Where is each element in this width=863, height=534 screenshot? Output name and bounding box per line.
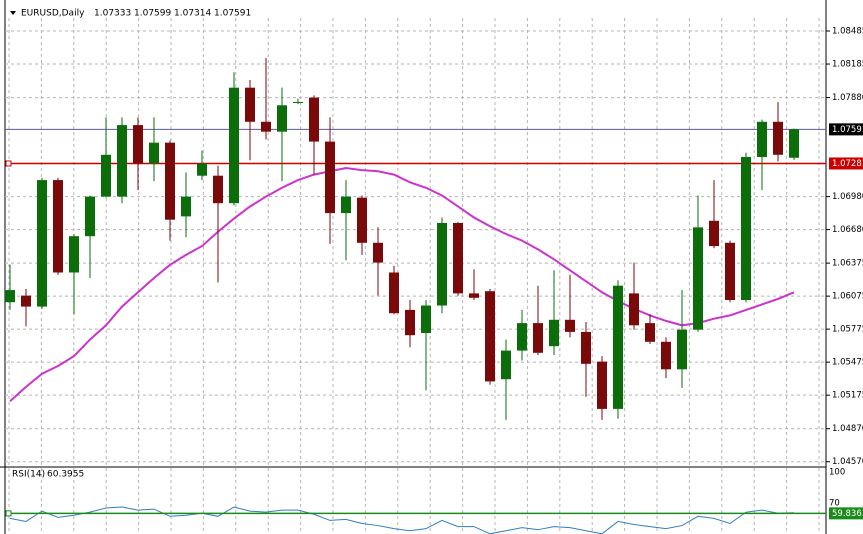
candle-body <box>293 101 303 103</box>
candle-body <box>549 319 559 347</box>
candle-body <box>613 285 623 409</box>
candle-body <box>53 180 63 273</box>
rsi-level-label: 59.8361 <box>832 509 863 519</box>
candle-body <box>373 242 383 263</box>
candle-body <box>517 323 527 351</box>
high-value: 1.07599 <box>134 9 171 19</box>
candle-body <box>501 350 511 380</box>
candle-body <box>533 323 543 353</box>
candle-body <box>85 196 95 237</box>
candle-body <box>213 175 223 204</box>
menu-triangle <box>10 11 16 15</box>
candle-body <box>757 121 767 157</box>
candle-body <box>597 361 607 409</box>
candle-body <box>341 196 351 214</box>
level-label-box <box>829 157 863 170</box>
y-tick-label: 1.04870 <box>832 424 863 434</box>
candle-body <box>629 293 639 326</box>
rsi-panel <box>9 506 795 534</box>
candle-body <box>789 129 799 158</box>
rsi-level-handle <box>5 510 12 517</box>
candle-body <box>117 125 127 197</box>
candle-body <box>485 291 495 382</box>
candle-body <box>69 236 79 273</box>
y-tick-label: 1.04570 <box>832 457 863 467</box>
candle-body <box>565 319 575 332</box>
price-label: 1.07591 <box>832 125 863 135</box>
price-label-box <box>829 123 863 136</box>
candle-body <box>37 180 47 307</box>
rsi-tick-label: 70 <box>829 498 840 508</box>
candle-body <box>405 309 415 336</box>
y-tick-label: 1.06980 <box>832 192 863 202</box>
rsi-label: RSI(14) <box>12 470 45 480</box>
y-tick-label: 1.05775 <box>832 325 863 335</box>
candle-body <box>453 222 463 294</box>
open-value: 1.07333 <box>94 9 131 19</box>
candle-body <box>101 154 111 197</box>
header: EURUSD,Daily 1.07333 1.07599 1.07314 1.0… <box>10 9 251 19</box>
rsi-value: 60.3955 <box>47 470 84 480</box>
candle-body <box>309 97 319 142</box>
y-tick-label: 1.06075 <box>832 292 863 302</box>
candle-body <box>709 220 719 247</box>
candle-body <box>469 293 479 298</box>
level-handle <box>5 160 12 167</box>
candle-body <box>261 121 271 132</box>
candle-body <box>325 141 335 214</box>
candle-body <box>773 121 783 155</box>
y-tick-label: 1.05175 <box>832 391 863 401</box>
candle-body <box>437 222 447 306</box>
rsi-level-box <box>829 507 863 520</box>
candle-body <box>5 290 15 303</box>
rsi-line <box>9 506 795 534</box>
y-tick-label: 1.05475 <box>832 358 863 368</box>
candle-body <box>693 227 703 330</box>
candle-body <box>165 142 175 220</box>
candle-body <box>389 272 399 314</box>
candle-body <box>229 87 239 204</box>
y-tick-label: 1.07880 <box>832 93 863 103</box>
candle-body <box>149 142 159 164</box>
low-value: 1.07314 <box>174 9 211 19</box>
candle-body <box>245 87 255 122</box>
candle-body <box>133 125 143 164</box>
moving-average <box>9 166 795 402</box>
rsi-tick-label: 100 <box>829 468 845 478</box>
candle-body <box>21 295 31 307</box>
candle-body <box>581 331 591 364</box>
candle-body <box>661 341 671 370</box>
y-tick-label: 1.08185 <box>832 60 863 70</box>
y-tick-label: 1.06375 <box>832 259 863 269</box>
candle-body <box>421 305 431 333</box>
candle-body <box>645 323 655 342</box>
candle-body <box>197 163 207 176</box>
close-value: 1.07591 <box>214 9 251 19</box>
candle-body <box>277 105 287 132</box>
candle-body <box>181 196 191 217</box>
candle-body <box>741 156 751 300</box>
candle-body <box>357 197 367 243</box>
y-tick-label: 1.08485 <box>832 27 863 37</box>
symbol: EURUSD,Daily <box>21 9 85 19</box>
candle-body <box>725 242 735 300</box>
y-tick-label: 1.06680 <box>832 225 863 235</box>
candle-body <box>677 329 687 370</box>
